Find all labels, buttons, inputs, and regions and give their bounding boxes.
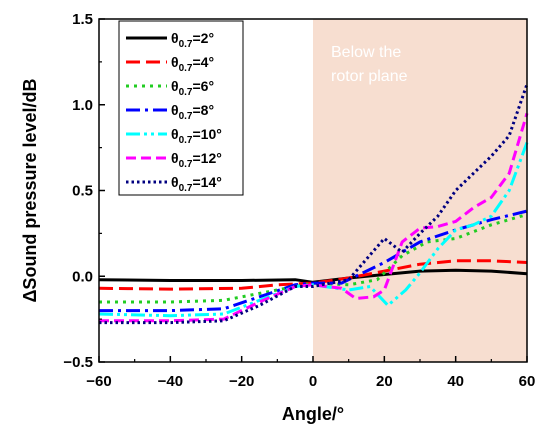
- x-tick-label: −20: [229, 373, 254, 390]
- legend-entry: θ0.7=6°: [171, 78, 214, 98]
- region-label-line-2: rotor plane: [331, 68, 408, 85]
- y-axis-label: ΔSound pressure level/dB: [20, 79, 40, 303]
- region-label-line-1: Below the: [331, 44, 401, 61]
- legend-entry: θ0.7=10°: [171, 126, 222, 146]
- y-tick-label: −0.5: [63, 354, 93, 371]
- legend-entry: θ0.7=12°: [171, 150, 222, 170]
- y-tick-label: 0.0: [72, 268, 93, 285]
- legend: θ0.7=2° θ0.7=4° θ0.7=6° θ0.7=8° θ0.7=10° θ0.7…: [118, 20, 244, 196]
- series-line: [98, 141, 529, 318]
- x-tick-label: 20: [376, 373, 393, 390]
- x-axis-label: Angle/°: [282, 404, 344, 424]
- y-tick-label: 1.5: [72, 11, 93, 28]
- series-line: [99, 112, 529, 323]
- series-layer: [98, 83, 529, 325]
- legend-entry: θ0.7=8°: [171, 102, 214, 122]
- shaded-region-group: Below the rotor plane: [313, 19, 527, 362]
- legend-entry: θ0.7=14°: [171, 174, 222, 194]
- y-tick-label: 0.5: [72, 183, 93, 200]
- x-tick-label: 60: [519, 373, 536, 390]
- legend-entry: θ0.7=4°: [171, 54, 214, 74]
- legend-entry: θ0.7=2°: [171, 30, 214, 50]
- x-tick-label: −60: [86, 373, 111, 390]
- legend-box: [118, 20, 244, 196]
- y-tick-label: 1.0: [72, 97, 93, 114]
- x-tick-label: 40: [447, 373, 464, 390]
- x-tick-label: −40: [158, 373, 183, 390]
- x-axis-ticks: −60 −40 −20 0 20 40 60: [86, 356, 535, 390]
- y-axis-ticks: −0.5 0.0 0.5 1.0 1.5: [63, 11, 105, 371]
- x-tick-label: 0: [309, 373, 317, 390]
- series-line: [99, 83, 529, 325]
- below-rotor-plane-region: [313, 19, 527, 362]
